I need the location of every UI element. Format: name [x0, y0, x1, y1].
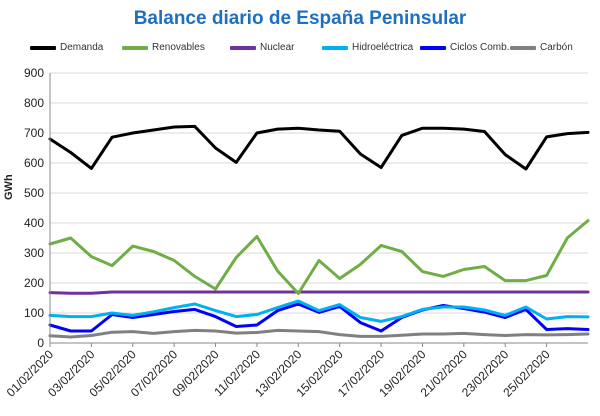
series-line-carb-n [48, 328, 590, 339]
legend-item-ciclos-comb: Ciclos Comb. [420, 42, 509, 53]
y-tick-label: 300 [24, 246, 44, 260]
legend-swatch-nuclear [230, 45, 256, 50]
legend-label-carbon: Carbón [540, 42, 573, 53]
legend-item-demanda: Demanda [30, 42, 103, 53]
legend: Demanda Renovables Nuclear Hidroeléctric… [30, 42, 590, 60]
legend-label-renovables: Renovables [152, 42, 205, 53]
legend-item-carbon: Carbón [510, 42, 573, 53]
y-tick-label: 800 [24, 96, 44, 110]
series-line-demanda [48, 124, 590, 171]
gridlines [50, 72, 588, 344]
legend-swatch-carbon [510, 45, 536, 50]
legend-label-hidroelectrica: Hidroeléctrica [352, 42, 414, 53]
y-tick-label: 900 [24, 66, 44, 80]
series-line-hidroel-ctrica [48, 299, 590, 323]
legend-item-nuclear: Nuclear [230, 42, 294, 53]
legend-item-hidroelectrica: Hidroeléctrica [322, 42, 413, 53]
y-tick-label: 200 [24, 276, 44, 290]
chart-title: Balance diario de España Peninsular [133, 8, 467, 29]
y-tick-label: 500 [24, 186, 44, 200]
y-tick-labels: 0 100 200 300 400 500 600 700 800 900 [24, 66, 44, 350]
series-line-ciclos-comb [48, 302, 590, 333]
legend-label-ciclos-comb: Ciclos Comb. [450, 42, 510, 53]
legend-label-nuclear: Nuclear [260, 42, 295, 53]
series-lines [48, 124, 590, 339]
y-tick-label: 700 [24, 126, 44, 140]
legend-swatch-hidroelectrica [322, 45, 348, 50]
y-tick-label: 100 [24, 306, 44, 320]
legend-label-demanda: Demanda [60, 42, 104, 53]
legend-swatch-demanda [30, 45, 56, 50]
legend-swatch-ciclos-comb [420, 45, 446, 50]
y-tick-label: 0 [37, 336, 44, 350]
series-line-nuclear [48, 290, 590, 295]
series-line-renovables [48, 219, 590, 295]
y-tick-label: 600 [24, 156, 44, 170]
legend-item-renovables: Renovables [122, 42, 205, 53]
legend-swatch-renovables [122, 45, 148, 50]
x-tick-labels: 01/02/202003/02/202005/02/202007/02/2020… [4, 343, 553, 400]
y-tick-label: 400 [24, 216, 44, 230]
